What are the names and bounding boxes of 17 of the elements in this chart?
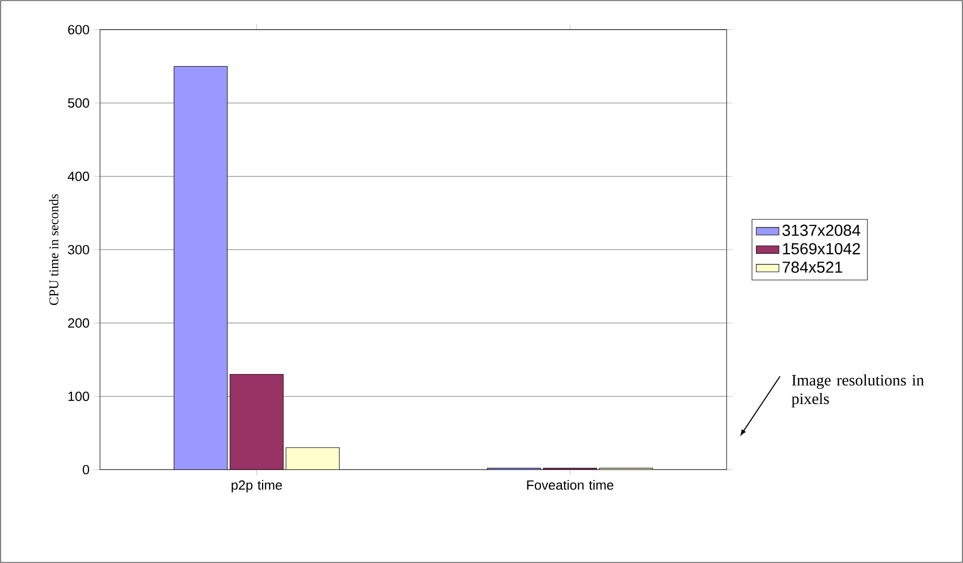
- bar: [230, 374, 284, 470]
- y-tick-label: 600: [68, 24, 90, 34]
- y-tick-label: 100: [68, 392, 90, 402]
- y-tick-label: 400: [68, 172, 90, 182]
- y-tick-label: 500: [68, 98, 90, 108]
- bar: [286, 447, 340, 470]
- x-tick-label: Foveation time: [527, 480, 614, 490]
- legend-label: 784x521: [782, 262, 842, 273]
- y-tick-label: 200: [68, 318, 90, 328]
- y-tick-label: 0: [82, 464, 90, 474]
- text: Image resolutions in pixels: [792, 374, 924, 408]
- x-tick-label: p2p time: [232, 480, 282, 492]
- legend-label: 3137x2084: [782, 224, 860, 236]
- legend-label: 1569x1042: [783, 243, 860, 254]
- y-axis-title: CPU time in seconds: [48, 194, 58, 306]
- y-tick-label: 300: [68, 244, 90, 254]
- bar: [174, 66, 228, 470]
